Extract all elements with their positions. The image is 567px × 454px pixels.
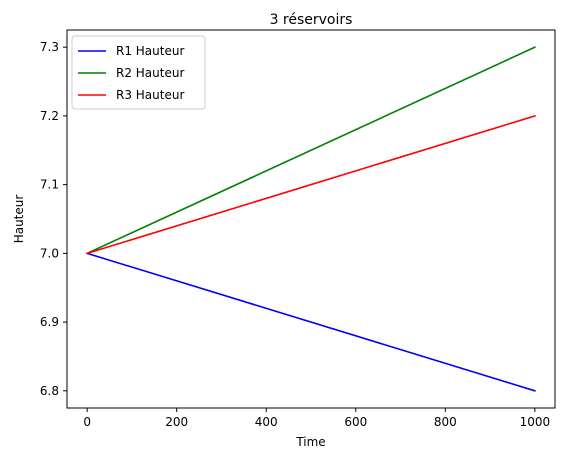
- x-tick-label: 600: [344, 415, 367, 429]
- y-tick-label: 7.0: [40, 246, 59, 260]
- series-line-2: [86, 46, 536, 255]
- legend-items: R1 Hauteur R2 Hauteur R3 Hauteur: [78, 44, 184, 102]
- series-line-3: [86, 114, 536, 255]
- legend-label-1: R1 Hauteur: [116, 44, 184, 58]
- y-tick-label: 7.1: [40, 178, 59, 192]
- x-tick-label: 800: [434, 415, 457, 429]
- y-axis-ticks: 6.8 6.9 7.0 7.1 7.2 7.3: [40, 40, 67, 398]
- y-tick-label: 6.8: [40, 384, 59, 398]
- series-line-1: [86, 252, 536, 392]
- x-axis-ticks: 0 200 400 600 800 1000: [83, 408, 550, 429]
- x-axis-label: Time: [295, 435, 325, 449]
- y-axis-label: Hauteur: [12, 195, 26, 244]
- legend-box: [71, 35, 206, 110]
- y-tick-label: 7.2: [40, 109, 59, 123]
- legend: R1 Hauteur R2 Hauteur R3 Hauteur: [71, 35, 206, 110]
- y-tick-label: 7.3: [40, 40, 59, 54]
- x-tick-label: 400: [255, 415, 278, 429]
- y-tick-label: 6.9: [40, 315, 59, 329]
- x-tick-label: 200: [165, 415, 188, 429]
- chart-title: 3 réservoirs: [270, 12, 353, 28]
- legend-label-2: R2 Hauteur: [116, 66, 184, 80]
- plot-area-frame: [66, 29, 556, 409]
- legend-label-3: R3 Hauteur: [116, 88, 184, 102]
- series-layer: [86, 46, 536, 392]
- x-tick-label: 1000: [520, 415, 551, 429]
- x-tick-label: 0: [83, 415, 91, 429]
